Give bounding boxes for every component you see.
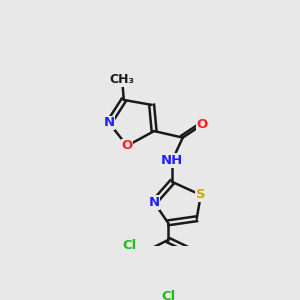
Text: S: S [196, 188, 206, 202]
Text: O: O [122, 139, 133, 152]
Text: NH: NH [161, 154, 183, 167]
Text: N: N [148, 196, 160, 209]
Text: O: O [197, 118, 208, 131]
Text: Cl: Cl [122, 239, 136, 252]
Text: CH₃: CH₃ [110, 73, 135, 86]
Text: N: N [103, 116, 115, 129]
Text: Cl: Cl [161, 290, 175, 300]
